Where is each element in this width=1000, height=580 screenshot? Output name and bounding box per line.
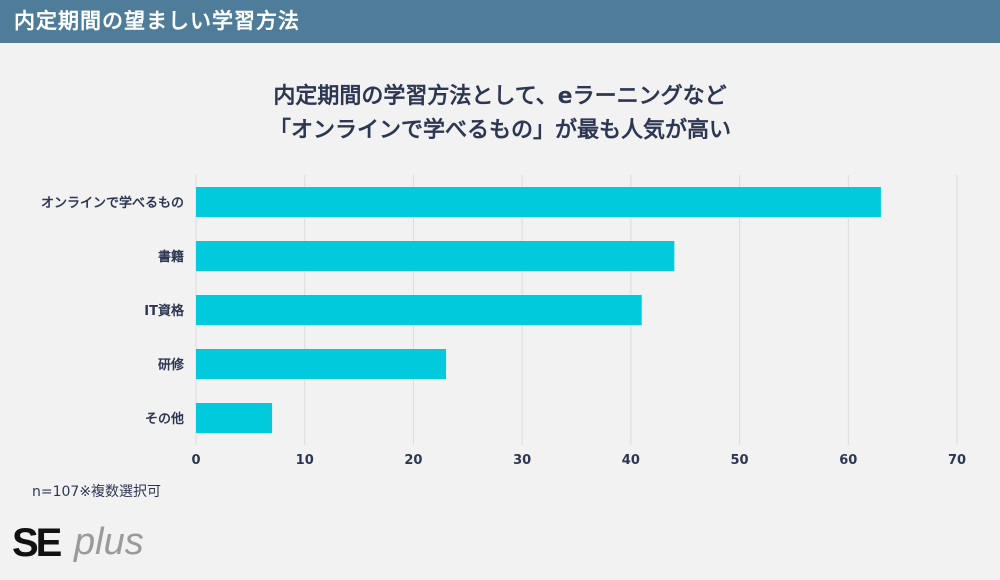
- header-title: 内定期間の望ましい学習方法: [14, 9, 300, 33]
- header-bar: 内定期間の望ましい学習方法: [0, 0, 1000, 43]
- seplus-logo: SE plus: [12, 521, 144, 564]
- chart-title-line-2: 「オンラインで学べるもの」が最も人気が高い: [268, 118, 731, 143]
- bar: [196, 241, 675, 271]
- logo-text-se: SE: [12, 521, 62, 564]
- category-label: その他: [145, 411, 184, 427]
- category-label: IT資格: [144, 303, 185, 319]
- x-tick-label: 30: [513, 453, 531, 468]
- category-label: 書籍: [158, 249, 184, 265]
- sample-note: n=107※複数選択可: [32, 484, 162, 500]
- bar: [196, 295, 642, 325]
- x-tick-label: 60: [839, 453, 857, 468]
- category-label: オンラインで学べるもの: [41, 195, 184, 211]
- x-tick-label: 40: [622, 453, 640, 468]
- bar: [196, 187, 881, 217]
- category-label: 研修: [158, 357, 185, 373]
- bar: [196, 403, 273, 433]
- x-tick-label: 10: [296, 453, 314, 468]
- chart-title-line-1: 内定期間の学習方法として、eラーニングなど: [273, 84, 727, 109]
- x-tick-label: 50: [731, 453, 749, 468]
- x-tick-label: 20: [404, 453, 422, 468]
- logo-text-plus: plus: [73, 521, 144, 563]
- x-tick-label: 70: [948, 453, 966, 468]
- x-tick-label: 0: [191, 453, 200, 468]
- bar: [196, 349, 447, 379]
- chart-title: 内定期間の学習方法として、eラーニングなど 「オンラインで学べるもの」が最も人気…: [0, 80, 1000, 148]
